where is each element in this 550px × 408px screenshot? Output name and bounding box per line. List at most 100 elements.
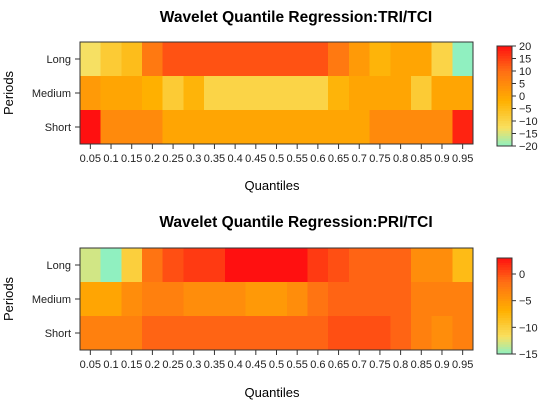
x-tick-label: 0.35: [204, 153, 225, 165]
x-tick-label: 0.05: [80, 153, 101, 165]
colorbar-segment: [497, 346, 512, 350]
heatmap-cell: [431, 110, 453, 145]
colorbar-segment: [497, 286, 512, 290]
colorbar-segment: [497, 351, 512, 355]
colorbar-segment: [497, 111, 512, 115]
colorbar-segment: [497, 291, 512, 295]
heatmap-cell: [100, 76, 122, 111]
colorbar-segment: [497, 313, 512, 317]
heatmap-cell: [183, 76, 205, 111]
colorbar-segment: [497, 141, 512, 145]
heatmap-cell: [307, 42, 329, 77]
heatmap-cell: [286, 282, 309, 317]
heatmap-cell: [348, 110, 371, 145]
colorbar-segment: [497, 322, 512, 326]
colorbar-segment: [497, 118, 512, 122]
colorbar-segment: [497, 306, 512, 309]
y-axis-title: Periods: [1, 276, 16, 321]
heatmap-cell: [328, 110, 350, 145]
y-tick-label: Short: [45, 122, 71, 134]
heatmap-cell: [204, 316, 226, 351]
x-tick-label: 0.85: [411, 359, 432, 371]
x-tick-label: 0.8: [393, 359, 408, 371]
x-tick-label: 0.15: [121, 359, 142, 371]
y-tick-label: Long: [47, 260, 71, 272]
heatmap-cell: [452, 282, 474, 317]
x-tick-label: 0.4: [227, 153, 242, 165]
colorbar-segment: [497, 294, 512, 297]
x-tick-label: 0.45: [245, 153, 266, 165]
colorbar-segment: [497, 258, 512, 261]
x-tick-label: 0.7: [352, 153, 367, 165]
colorbar-segment: [497, 274, 512, 278]
x-tick-label: 0.6: [310, 359, 325, 371]
heatmap-cell: [307, 248, 329, 283]
heatmap-cell: [100, 110, 122, 145]
heatmap-cell: [162, 42, 185, 77]
colorbar-segment: [497, 310, 512, 314]
heatmap-cell: [121, 76, 143, 111]
heatmap-cell: [390, 42, 412, 77]
heatmap-cell: [100, 316, 122, 351]
colorbar-segment: [497, 279, 512, 283]
heatmap-cell: [452, 110, 474, 145]
heatmap-cell: [224, 76, 247, 111]
colorbar-segment: [497, 108, 512, 112]
heatmap-cell: [224, 110, 247, 145]
colorbar-segment: [497, 126, 512, 130]
heatmap-cell: [183, 110, 205, 145]
colorbar-segment: [497, 68, 512, 72]
heatmap-cell: [183, 282, 205, 317]
heatmap-cell: [286, 42, 309, 77]
colorbar-segment: [497, 318, 512, 321]
colorbar-tick-label: −15: [519, 129, 538, 141]
x-tick-label: 0.9: [434, 359, 449, 371]
heatmap-cell: [142, 42, 164, 77]
heatmap-cell: [142, 76, 164, 111]
heatmap-cell: [452, 316, 474, 351]
heatmap-cell: [390, 282, 412, 317]
colorbar-segment: [497, 260, 512, 264]
colorbar-tick-label: 0: [519, 91, 525, 103]
y-tick-label: Medium: [32, 294, 71, 306]
heatmap-cell: [328, 42, 350, 77]
y-axis-title: Periods: [1, 70, 16, 115]
colorbar-segment: [497, 320, 512, 324]
colorbar-segment: [497, 123, 512, 127]
colorbar-segment: [497, 53, 512, 57]
x-tick-label: 0.85: [411, 153, 432, 165]
heatmap-cell: [431, 248, 453, 283]
colorbar-segment: [497, 101, 512, 105]
colorbar-segment: [497, 289, 512, 293]
heatmap-cell: [80, 248, 102, 283]
heatmap-cell: [431, 42, 453, 77]
colorbar-segment: [497, 301, 512, 305]
colorbar-tick-label: −5: [519, 296, 532, 308]
heatmap-cell: [80, 282, 102, 317]
x-tick-label: 0.3: [186, 153, 201, 165]
x-tick-label: 0.15: [121, 153, 142, 165]
heatmap-cell: [452, 42, 474, 77]
x-tick-label: 0.75: [369, 153, 390, 165]
colorbar-segment: [497, 61, 512, 65]
heatmap-cell: [431, 316, 453, 351]
colorbar-segment: [497, 267, 512, 271]
heatmap-cell: [266, 76, 288, 111]
colorbar-tick-label: 5: [519, 79, 525, 91]
x-tick-label: 0.6: [310, 153, 325, 165]
colorbar-segment: [497, 81, 512, 85]
colorbar-tick-label: 15: [519, 54, 531, 66]
colorbar-tick-label: 10: [519, 66, 531, 78]
heatmap-cell: [204, 76, 226, 111]
heatmap-cell: [162, 76, 185, 111]
colorbar-segment: [497, 303, 512, 307]
heatmap-cell: [245, 248, 267, 283]
heatmap-cell: [307, 76, 329, 111]
heatmap-cell: [80, 316, 102, 351]
x-tick-labels: 0.05 0.1 0.15 0.2 0.25 0.3 0.35 0.4 0.45 0.5 0.55 0…: [80, 144, 473, 165]
heatmap-cell: [80, 42, 102, 77]
heatmap-panel-pri-tci: Wavelet Quantile Regression:PRI/TCI Peri…: [1, 214, 538, 400]
heatmap-cell: [369, 76, 391, 111]
colorbar-segment: [497, 98, 512, 102]
